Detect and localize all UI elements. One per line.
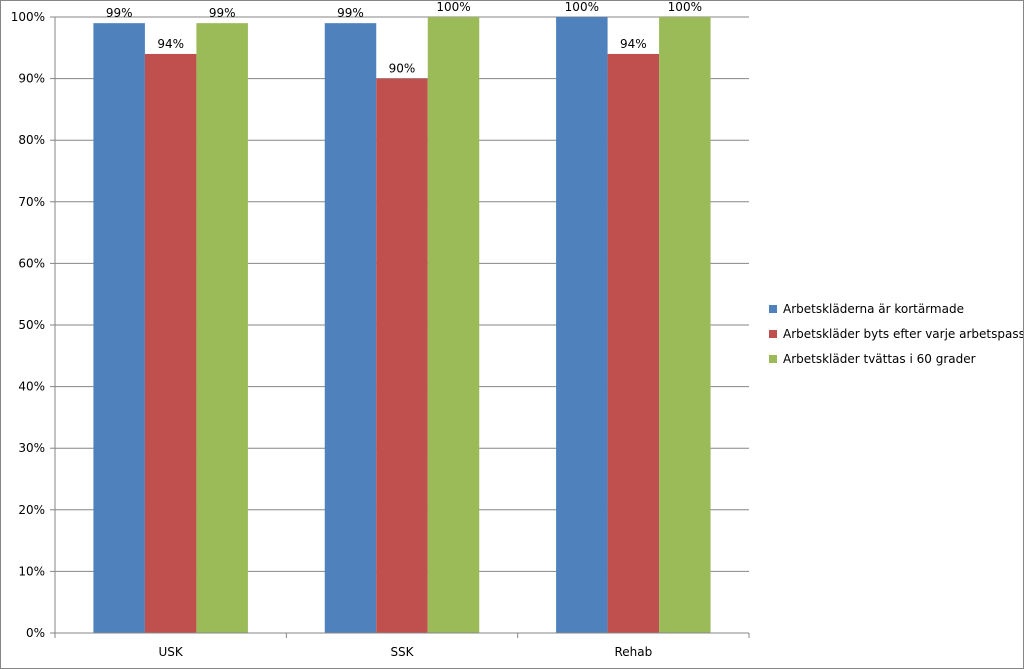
bar: [144, 53, 197, 633]
bar: [556, 17, 608, 633]
data-label: 99%: [106, 6, 133, 20]
bar: [376, 78, 428, 634]
data-label: 100%: [436, 1, 470, 14]
bar: [93, 23, 145, 634]
x-tick-label: Rehab: [614, 645, 652, 659]
y-tick-label: 60%: [18, 256, 45, 270]
y-tick-label: 100%: [11, 10, 45, 24]
x-tick-label: SSK: [390, 645, 414, 659]
bar: [196, 23, 248, 634]
data-labels: 99% 94% 99% 99% 90% 100% 100% 94% 100%: [106, 1, 702, 76]
y-tick-label: 40%: [18, 380, 45, 394]
legend-label: Arbetskläder tvättas i 60 grader: [783, 352, 976, 366]
bar: [427, 17, 480, 633]
y-tick-label: 90%: [18, 72, 45, 86]
data-label: 94%: [157, 37, 184, 51]
legend-swatch: [769, 305, 777, 313]
legend-swatch: [769, 355, 777, 363]
bar: [607, 53, 660, 633]
data-label: 100%: [565, 1, 599, 14]
legend-swatch: [769, 330, 777, 338]
y-tick-label: 20%: [18, 503, 45, 517]
data-label: 100%: [668, 1, 702, 14]
legend-label: Arbetskläderna är kortärmade: [783, 302, 964, 316]
y-tick-label: 30%: [18, 441, 45, 455]
y-tick-label: 70%: [18, 195, 45, 209]
bar: [324, 23, 377, 634]
data-label: 99%: [337, 6, 364, 20]
y-tick-label: 10%: [18, 564, 45, 578]
y-tick-label: 80%: [18, 133, 45, 147]
data-label: 90%: [389, 62, 416, 76]
y-tick-label: 0%: [26, 626, 45, 640]
y-tick-label: 50%: [18, 318, 45, 332]
axes: 0% 10% 20% 30% 40% 50% 60% 70% 80% 90% 100% USK SSK R…: [11, 10, 750, 659]
data-label: 99%: [209, 6, 236, 20]
x-tick-label: USK: [159, 645, 184, 659]
bars: [93, 17, 711, 634]
bar: [659, 17, 711, 633]
legend-label: Arbetskläder byts efter varje arbetspass: [783, 327, 1023, 341]
legend: Arbetskläderna är kortärmade Arbetskläder…: [769, 302, 1023, 366]
data-label: 94%: [620, 37, 647, 51]
